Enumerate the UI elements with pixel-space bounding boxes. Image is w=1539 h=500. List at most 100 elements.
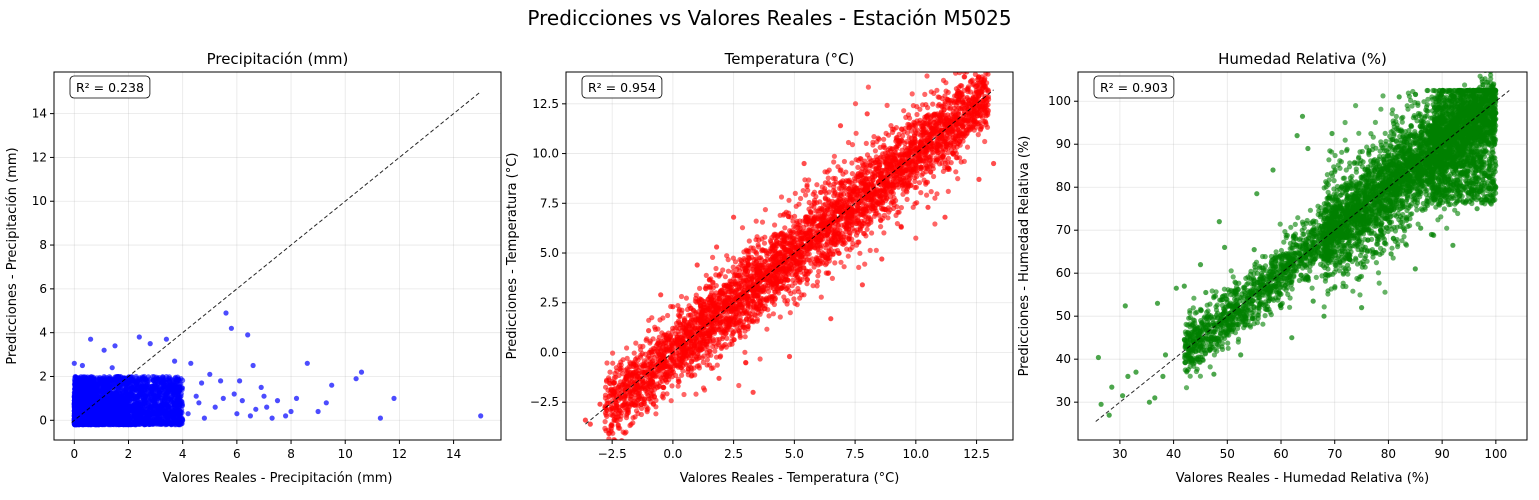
data-point <box>161 397 167 403</box>
data-point <box>985 72 991 77</box>
data-point <box>136 334 142 340</box>
data-point <box>288 408 294 415</box>
y-tick-label: 2 <box>39 369 47 383</box>
data-point <box>100 421 106 427</box>
data-point <box>165 421 171 427</box>
data-point <box>132 401 138 407</box>
data-point <box>174 419 180 425</box>
data-point <box>169 407 175 413</box>
data-point <box>135 378 141 384</box>
data-point <box>86 388 92 394</box>
data-point <box>177 398 183 405</box>
data-point <box>79 362 85 369</box>
data-point <box>603 440 608 445</box>
data-point <box>245 332 251 338</box>
data-point <box>196 400 202 406</box>
data-point <box>79 414 85 420</box>
data-point <box>95 389 101 395</box>
data-point <box>140 420 146 426</box>
data-point <box>212 404 218 410</box>
data-point <box>970 46 975 51</box>
data-point <box>146 421 153 427</box>
data-point <box>112 388 118 394</box>
data-point <box>159 402 166 409</box>
data-point <box>178 393 184 399</box>
data-point <box>159 420 165 426</box>
data-point <box>855 164 861 170</box>
scatter-points <box>71 310 484 428</box>
data-point <box>147 341 153 347</box>
r2-text: R² = 0.238 <box>76 80 144 95</box>
data-point <box>199 380 205 386</box>
subplot-title: Precipitación (mm) <box>207 50 349 68</box>
x-tick-label: 2 <box>125 447 133 461</box>
data-point <box>264 404 270 410</box>
x-tick-label: 6 <box>233 447 241 461</box>
y-tick-label: 12 <box>32 150 47 164</box>
data-point <box>283 413 289 419</box>
data-point <box>142 393 148 400</box>
data-point <box>323 400 329 406</box>
y-tick-label: 10 <box>32 194 47 208</box>
data-point <box>145 405 151 411</box>
data-point <box>90 375 96 381</box>
data-point <box>881 230 887 236</box>
x-axis-label: Valores Reales - Precipitación (mm) <box>162 471 392 486</box>
data-point <box>231 391 237 397</box>
data-point <box>239 398 245 404</box>
data-point <box>177 412 183 418</box>
r2-annotation: R² = 0.238 <box>69 75 151 99</box>
data-point <box>101 374 107 380</box>
data-point <box>108 402 114 408</box>
data-point <box>150 377 157 383</box>
data-point <box>185 411 191 417</box>
data-point <box>964 144 971 150</box>
data-point <box>134 417 140 424</box>
data-point <box>169 413 176 419</box>
data-point <box>904 196 910 202</box>
data-point <box>223 310 229 316</box>
data-point <box>253 406 259 412</box>
data-point <box>177 384 183 390</box>
data-point <box>646 317 652 323</box>
data-point <box>176 376 182 382</box>
data-point <box>107 392 113 398</box>
scatter-points <box>582 46 997 445</box>
data-point <box>620 357 626 363</box>
data-point <box>220 395 226 401</box>
data-point <box>92 419 99 425</box>
data-point <box>172 358 178 364</box>
data-point <box>98 402 104 408</box>
data-point <box>838 259 844 265</box>
data-point <box>159 380 165 386</box>
data-point <box>391 395 397 401</box>
data-point <box>109 378 115 384</box>
x-tick-label: 0 <box>70 447 78 461</box>
data-point <box>173 389 179 395</box>
data-point <box>304 360 310 366</box>
data-point <box>174 407 180 414</box>
data-point <box>75 420 81 426</box>
data-point <box>149 383 155 389</box>
data-point <box>118 400 124 406</box>
data-point <box>157 384 163 390</box>
data-point <box>87 411 93 417</box>
data-point <box>237 378 243 384</box>
data-point <box>353 376 359 382</box>
x-tick-label: 10 <box>338 447 353 461</box>
data-point <box>129 392 135 398</box>
data-point <box>124 399 130 405</box>
data-point <box>132 422 138 428</box>
data-point <box>155 410 161 416</box>
data-point <box>207 371 213 377</box>
data-point <box>126 380 132 386</box>
data-point <box>329 382 335 388</box>
x-tick-label: 12 <box>392 447 407 461</box>
data-point <box>156 389 163 395</box>
data-point <box>165 411 171 418</box>
data-point <box>188 360 194 366</box>
data-point <box>77 383 83 389</box>
data-point <box>234 411 240 417</box>
data-point <box>144 410 150 417</box>
